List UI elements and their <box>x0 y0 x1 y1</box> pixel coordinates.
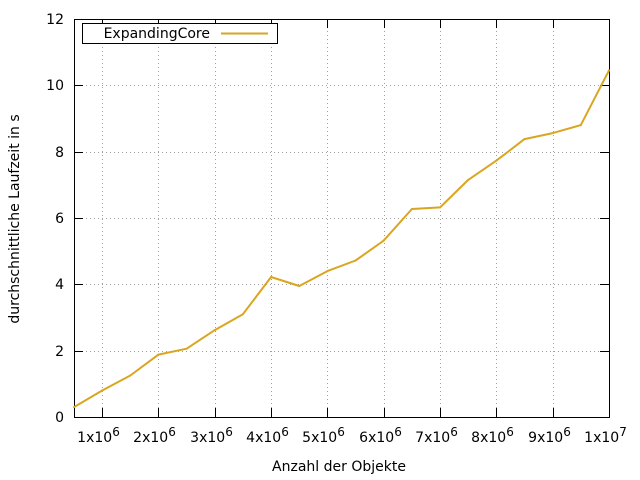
data-point-0-0 <box>73 406 75 409</box>
data-point-0-7 <box>270 276 273 278</box>
x-tick-label-7: 8x106 <box>471 425 514 446</box>
x-tick-label-8: 9x106 <box>528 425 571 446</box>
series-layer <box>73 69 610 409</box>
x-tick-label-3: 4x106 <box>246 425 289 446</box>
x-tick-label-9: 1x107 <box>584 425 627 446</box>
y-tick-label-0: 0 <box>55 410 64 426</box>
data-point-0-13 <box>439 206 442 209</box>
data-point-0-2 <box>129 374 132 377</box>
x-tick-label-2: 3x106 <box>190 425 233 446</box>
data-point-0-15 <box>495 159 498 162</box>
data-point-0-9 <box>326 270 329 273</box>
x-axis-label: Anzahl der Objekte <box>272 459 406 475</box>
data-point-0-17 <box>551 132 554 135</box>
data-point-0-1 <box>101 389 104 392</box>
y-tick-label-1: 2 <box>55 344 64 360</box>
data-point-0-3 <box>157 353 160 356</box>
x-tick-label-5: 6x106 <box>359 425 402 446</box>
data-point-0-8 <box>298 285 301 287</box>
data-point-0-5 <box>213 329 216 332</box>
data-point-0-14 <box>467 178 470 181</box>
data-point-0-10 <box>354 259 357 262</box>
legend-box <box>82 23 278 44</box>
legend-label: ExpandingCore <box>104 26 210 42</box>
y-tick-label-4: 8 <box>55 145 64 161</box>
data-point-0-6 <box>241 313 244 316</box>
y-tick-label-2: 4 <box>55 277 64 293</box>
series-line-0 <box>73 69 610 408</box>
data-point-0-16 <box>523 138 526 141</box>
legend: ExpandingCore <box>82 23 278 44</box>
data-point-0-11 <box>382 239 385 242</box>
y-tick-label-3: 6 <box>55 211 64 227</box>
y-axis-label: durchschnittliche Laufzeit in s <box>7 114 23 323</box>
x-tick-label-0: 1x106 <box>77 425 120 446</box>
y-tick-label-5: 10 <box>46 78 64 94</box>
x-tick-label-6: 7x106 <box>415 425 458 446</box>
x-tick-label-4: 5x106 <box>302 425 345 446</box>
data-point-0-18 <box>579 124 582 127</box>
x-tick-label-1: 2x106 <box>133 425 176 446</box>
y-tick-label-6: 12 <box>46 12 64 28</box>
data-point-0-19 <box>608 69 610 72</box>
data-point-0-12 <box>410 208 413 210</box>
data-point-0-4 <box>185 347 188 350</box>
axis-ticks: 0 2 4 6 8 10 12 1x106 2x106 3x106 4x106 5x106 6x106 7… <box>46 12 627 446</box>
